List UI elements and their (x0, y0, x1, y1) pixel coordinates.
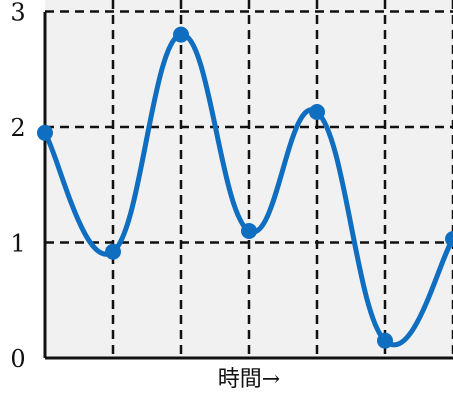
axes (43, 12, 453, 360)
y-tick-label-3: 3 (10, 0, 25, 27)
y-tick-label-1: 1 (10, 230, 25, 258)
data-point-4 (309, 104, 325, 121)
data-point-1 (105, 243, 121, 260)
plot-background (45, 0, 453, 358)
data-point-6 (445, 231, 453, 248)
x-axis-label: 時間→ (218, 367, 280, 392)
y-tick-label-0: 0 (10, 345, 25, 373)
y-tick-label-2: 2 (10, 114, 25, 142)
data-point-0 (37, 124, 53, 141)
grid-lines (45, 0, 453, 358)
data-point-2 (173, 26, 189, 43)
series-layer (37, 26, 453, 349)
tick-labels: 0 1 2 3 (10, 0, 25, 373)
data-point-5 (377, 332, 393, 349)
data-point-3 (241, 222, 257, 239)
